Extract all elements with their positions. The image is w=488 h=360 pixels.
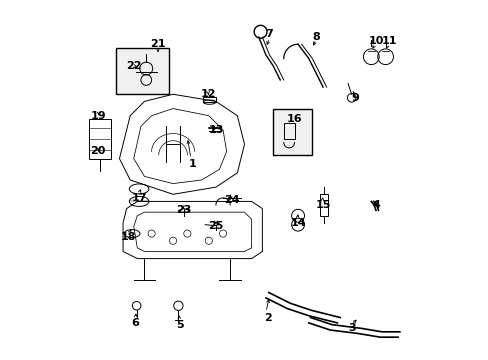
Text: 24: 24 bbox=[224, 195, 239, 204]
Text: 8: 8 bbox=[311, 32, 319, 42]
Text: 12: 12 bbox=[201, 89, 216, 99]
Text: 18: 18 bbox=[121, 232, 136, 242]
Bar bbox=[116, 48, 169, 94]
Bar bbox=[283, 123, 294, 139]
Text: 5: 5 bbox=[176, 320, 183, 330]
Text: 7: 7 bbox=[265, 28, 273, 39]
Text: 4: 4 bbox=[372, 200, 380, 210]
Text: 22: 22 bbox=[126, 61, 141, 71]
Text: 10: 10 bbox=[368, 36, 384, 46]
Text: 1: 1 bbox=[188, 159, 196, 169]
Text: 11: 11 bbox=[381, 36, 396, 46]
Text: 13: 13 bbox=[208, 125, 223, 135]
Text: 17: 17 bbox=[131, 193, 146, 203]
Text: 6: 6 bbox=[131, 318, 139, 328]
Bar bbox=[272, 109, 312, 155]
Text: 15: 15 bbox=[315, 200, 330, 210]
Text: 20: 20 bbox=[90, 147, 105, 157]
Text: 9: 9 bbox=[350, 93, 359, 103]
Text: 16: 16 bbox=[286, 114, 302, 124]
Bar bbox=[319, 194, 328, 216]
Bar bbox=[203, 97, 216, 102]
Text: 2: 2 bbox=[264, 312, 271, 323]
Bar bbox=[89, 119, 110, 158]
Text: 14: 14 bbox=[290, 218, 305, 228]
Text: 25: 25 bbox=[208, 221, 223, 231]
Text: 3: 3 bbox=[347, 323, 355, 333]
Text: 23: 23 bbox=[176, 205, 191, 215]
Text: 19: 19 bbox=[90, 111, 105, 121]
Text: 21: 21 bbox=[150, 39, 165, 49]
